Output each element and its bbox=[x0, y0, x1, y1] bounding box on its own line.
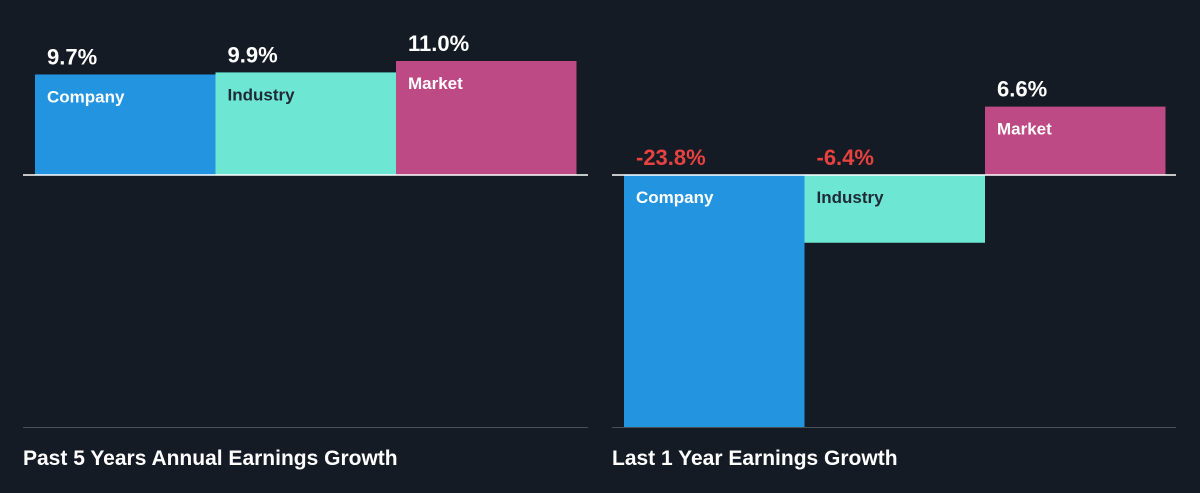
last-1-year-market-category-label: Market bbox=[997, 120, 1052, 139]
past-5-years-company-category-label: Company bbox=[47, 87, 125, 106]
past-5-years-industry-category-label: Industry bbox=[228, 85, 296, 104]
last-1-year-industry-value-label: -6.4% bbox=[817, 145, 874, 170]
past-5-years-market-category-label: Market bbox=[408, 74, 463, 93]
past-5-years-industry-value-label: 9.9% bbox=[228, 42, 278, 67]
past-5-years-market-bar bbox=[396, 61, 577, 175]
past-5-years-industry-bar bbox=[215, 72, 396, 175]
past-5-years-chart: Company 9.7% Industry 9.9% Market 11.0% Past 5… bbox=[23, 31, 588, 470]
last-1-year-industry-bar bbox=[804, 175, 985, 243]
last-1-year-industry-category-label: Industry bbox=[817, 188, 885, 207]
last-1-year-chart-title: Last 1 Year Earnings Growth bbox=[612, 447, 898, 470]
last-1-year-company-bar bbox=[624, 175, 805, 427]
last-1-year-market-value-label: 6.6% bbox=[997, 77, 1047, 102]
past-5-years-company-bar bbox=[35, 74, 216, 175]
last-1-year-market-bar bbox=[985, 106, 1166, 175]
past-5-years-company-value-label: 9.7% bbox=[47, 44, 97, 69]
last-1-year-company-category-label: Company bbox=[636, 188, 714, 207]
last-1-year-company-value-label: -23.8% bbox=[636, 145, 706, 170]
past-5-years-market-value-label: 11.0% bbox=[408, 31, 469, 56]
last-1-year-chart: Company -23.8% Industry -6.4% Market 6.6% Last… bbox=[612, 77, 1176, 470]
past-5-years-chart-title: Past 5 Years Annual Earnings Growth bbox=[23, 447, 398, 470]
